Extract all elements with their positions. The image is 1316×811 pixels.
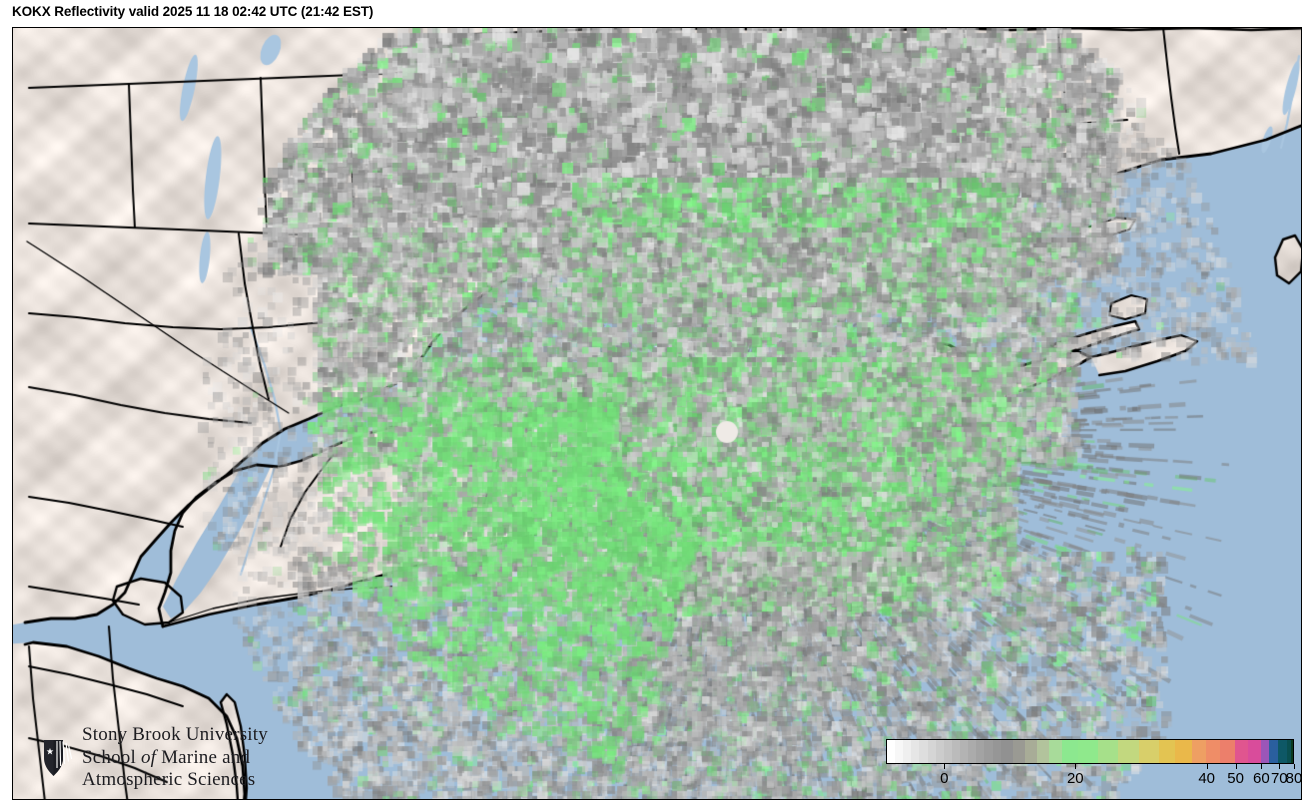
colorbar-segment: [887, 740, 896, 763]
colorbar-segment: [911, 740, 920, 763]
colorbar-segment: [1278, 740, 1287, 763]
colorbar-tick: [1279, 764, 1281, 769]
colorbar-segment: [984, 740, 994, 763]
colorbar-segment: [919, 740, 929, 763]
colorbar-segment: [1025, 740, 1038, 763]
colorbar-segment: [1248, 740, 1261, 763]
colorbar-segment: [951, 740, 961, 763]
colorbar-segment: [895, 740, 904, 763]
colorbar-segments: [887, 740, 1293, 763]
colorbar-segment: [960, 740, 969, 763]
colorbar-segment: [1269, 740, 1279, 763]
colorbar-tick-label: 70: [1270, 770, 1288, 787]
colorbar-segment: [1077, 740, 1099, 763]
colorbar-segment: [1206, 740, 1221, 763]
colorbar-tick-label: 80: [1285, 770, 1302, 787]
colorbar-tick-label: 50: [1227, 770, 1244, 787]
colorbar-segment: [943, 740, 953, 763]
colorbar-tick-label: 20: [1066, 770, 1084, 787]
colorbar-segment: [1061, 740, 1079, 763]
colorbar-tick-label: 0: [940, 770, 949, 787]
colorbar-segment: [1260, 740, 1270, 763]
colorbar-segment: [992, 740, 1002, 763]
colorbar-gradient: [886, 739, 1294, 764]
radar-map[interactable]: Stony Brook University School of Marine …: [12, 27, 1302, 800]
colorbar-segment: [1049, 740, 1063, 763]
colorbar-segment: [1191, 740, 1207, 763]
colorbar-segment: [927, 740, 937, 763]
colorbar-tick-label: 40: [1198, 770, 1216, 787]
colorbar-segment: [903, 740, 912, 763]
colorbar-segment: [935, 740, 945, 763]
colorbar-segment: [1138, 740, 1160, 763]
colorbar-ticks: 0 20 40 50 60 70 80: [886, 764, 1301, 798]
colorbar-tick: [944, 764, 946, 769]
radar-echo-layer: [13, 28, 1301, 799]
colorbar-segment: [1118, 740, 1140, 763]
colorbar-segment: [1037, 740, 1050, 763]
colorbar-segment: [1012, 740, 1026, 763]
colorbar-segment: [1159, 740, 1176, 763]
colorbar-tick: [1294, 764, 1295, 769]
colorbar-tick-label: 60: [1253, 770, 1270, 787]
colorbar-tick: [1235, 764, 1237, 769]
colorbar-segment: [1234, 740, 1249, 763]
colorbar-segment: [1219, 740, 1236, 763]
colorbar-segment: [968, 740, 977, 763]
colorbar-tick: [1075, 764, 1077, 769]
colorbar-tick: [1206, 764, 1208, 769]
colorbar[interactable]: 0 20 40 50 60 70 80: [874, 735, 1301, 799]
colorbar-segment: [1175, 740, 1192, 763]
page-title: KOKX Reflectivity valid 2025 11 18 02:42…: [12, 4, 374, 19]
colorbar-tick: [1261, 764, 1263, 769]
colorbar-segment: [1098, 740, 1119, 763]
colorbar-segment: [1000, 740, 1014, 763]
colorbar-segment: [1286, 740, 1292, 763]
colorbar-segment: [1290, 740, 1293, 763]
colorbar-segment: [976, 740, 985, 763]
